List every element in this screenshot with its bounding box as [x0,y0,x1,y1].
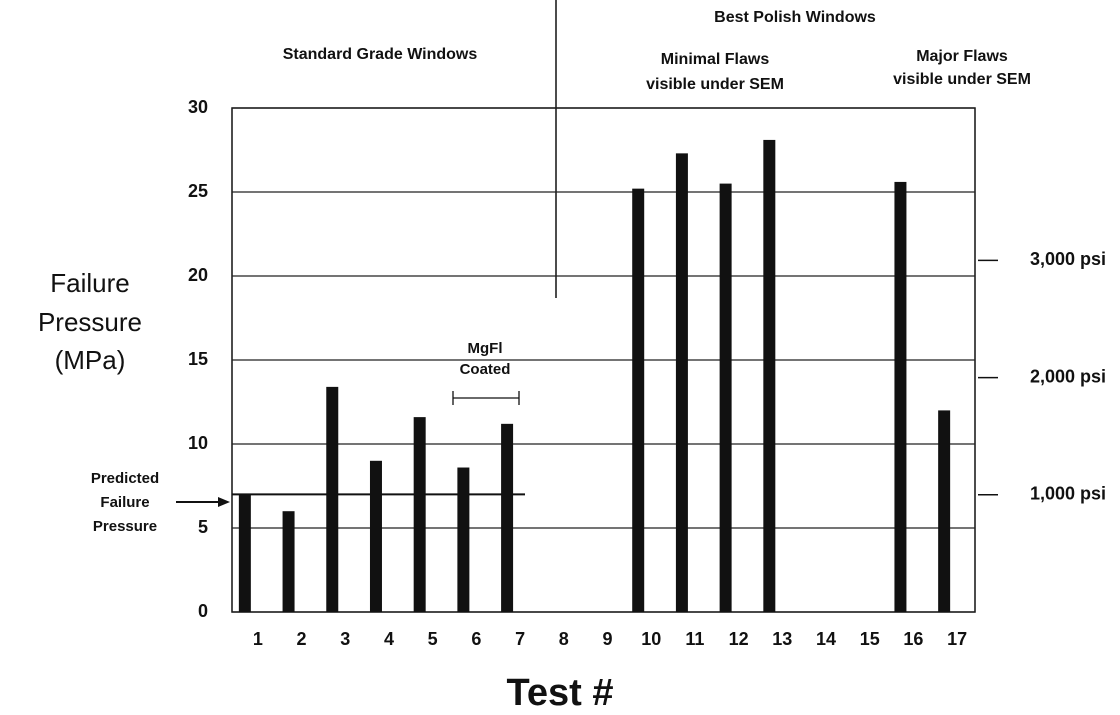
bar [413,417,426,612]
x-tick-label: 6 [471,629,481,649]
y-axis-label: Failure [50,268,129,298]
bar [501,423,514,612]
x-tick-label: 10 [641,629,661,649]
y-tick-label: 10 [188,433,208,453]
bar [938,410,951,612]
x-tick-label: 16 [903,629,923,649]
y2-tick-label: 1,000 psi [1030,484,1106,504]
y-tick-label: 25 [188,181,208,201]
x-tick-label: 4 [384,629,394,649]
bar [369,460,382,612]
reference-label: Predicted [91,470,159,487]
bar [894,181,907,613]
y-axis-label: Pressure [38,307,142,337]
bar [719,183,732,612]
x-tick-label: 3 [340,629,350,649]
reference-label: Pressure [93,518,157,535]
y-tick-label: 20 [188,265,208,285]
x-tick-label: 14 [816,629,836,649]
annotation: Major Flaws [916,48,1008,65]
x-tick-label: 5 [428,629,438,649]
x-tick-label: 9 [602,629,612,649]
reference-label: Failure [100,494,149,511]
x-tick-label: 2 [297,629,307,649]
bar [675,153,688,613]
bar [763,139,776,613]
y-axis-label: (MPa) [55,345,126,375]
arrow-head [218,497,230,507]
y-tick-label: 30 [188,97,208,117]
x-axis-label: Test # [506,672,613,714]
annotation: Standard Grade Windows [283,46,478,63]
x-tick-label: 17 [947,629,967,649]
annotation: visible under SEM [893,71,1031,88]
y-tick-label: 5 [198,517,208,537]
y2-tick-label: 2,000 psi [1030,366,1106,386]
x-tick-label: 13 [772,629,792,649]
y-tick-label: 0 [198,601,208,621]
x-tick-label: 15 [860,629,880,649]
y2-tick-label: 3,000 psi [1030,249,1106,269]
annotation: MgFl [468,340,503,357]
bar [238,494,251,612]
x-tick-label: 8 [559,629,569,649]
annotation: Coated [460,361,511,378]
x-tick-label: 1 [253,629,263,649]
bar [632,188,645,612]
bar [457,467,470,612]
y-tick-label: 15 [188,349,208,369]
bar [282,511,295,612]
annotation: visible under SEM [646,76,784,93]
x-tick-label: 11 [685,629,704,649]
annotation: Best Polish Windows [714,9,876,26]
bar [326,386,339,612]
x-tick-label: 7 [515,629,525,649]
x-tick-label: 12 [729,629,749,649]
annotation: Minimal Flaws [661,51,770,68]
